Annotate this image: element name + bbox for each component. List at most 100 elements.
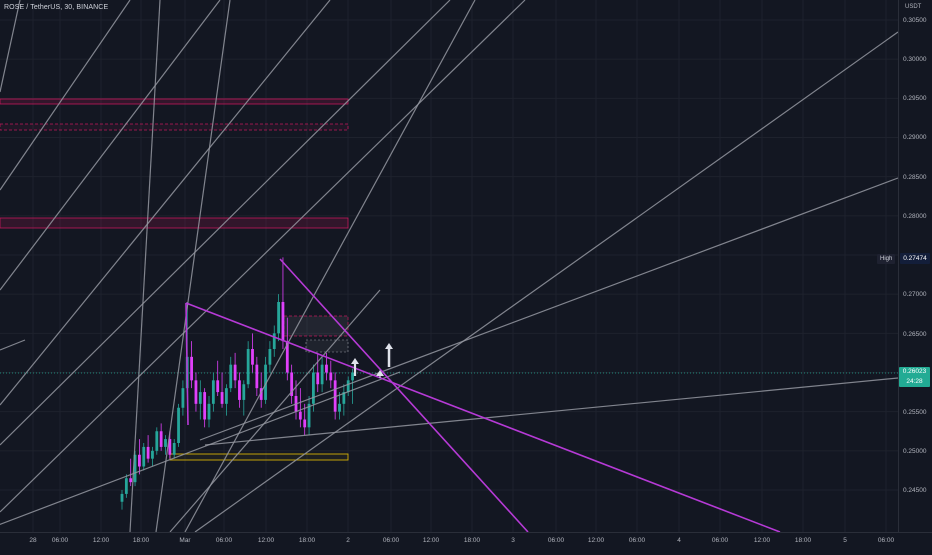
grid-lines xyxy=(0,0,898,532)
candle-down xyxy=(146,446,150,459)
time-label: 18:00 xyxy=(298,537,316,544)
time-label: 12:00 xyxy=(587,537,605,544)
time-label: 4 xyxy=(677,537,681,544)
trendline-gray xyxy=(0,339,26,351)
candle-down xyxy=(129,478,133,483)
up-arrow-head xyxy=(385,343,393,349)
time-label: 28 xyxy=(29,537,37,544)
price-label: 0.30500 xyxy=(903,17,927,24)
candle-up xyxy=(164,439,167,447)
candle-down xyxy=(168,439,172,455)
time-label: 06:00 xyxy=(628,537,646,544)
price-label: 0.30000 xyxy=(903,56,927,63)
demand-zone xyxy=(169,453,349,461)
time-label: 06:00 xyxy=(51,537,69,544)
time-label: 06:00 xyxy=(547,537,565,544)
candle-countdown: 24:28 xyxy=(906,378,923,385)
candle-up xyxy=(242,384,246,400)
candle-down xyxy=(194,380,198,404)
candle-up xyxy=(172,443,176,455)
candlestick-series xyxy=(120,257,354,510)
candle-up xyxy=(155,431,159,451)
trendline-purple xyxy=(185,302,189,426)
time-label: Mar xyxy=(179,537,191,544)
trendline-gray xyxy=(199,177,899,441)
price-label: 0.24500 xyxy=(903,487,927,494)
price-label: 0.27000 xyxy=(903,291,927,298)
target-box xyxy=(305,339,349,353)
trendline-gray xyxy=(0,0,526,513)
candle-down xyxy=(159,431,163,447)
time-label: 18:00 xyxy=(794,537,812,544)
currency-label[interactable]: USDT xyxy=(905,4,922,10)
time-label: 06:00 xyxy=(877,537,895,544)
candle-up xyxy=(312,372,315,404)
candle-down xyxy=(303,419,307,428)
current-price-badge: 0.26023 24:28 xyxy=(899,367,930,387)
candle-up xyxy=(320,364,324,385)
high-marker-label: High xyxy=(877,254,896,264)
trendline-gray xyxy=(155,0,231,533)
time-label: 12:00 xyxy=(257,537,275,544)
candle-up xyxy=(268,349,272,365)
trendline-gray xyxy=(0,0,221,291)
candle-down xyxy=(216,380,220,393)
time-label: 06:00 xyxy=(711,537,729,544)
arrow-annotations xyxy=(351,343,393,378)
time-label: 3 xyxy=(511,537,515,544)
candle-up xyxy=(342,392,346,404)
price-label: 0.25000 xyxy=(903,448,927,455)
candle-up xyxy=(211,380,215,404)
trendline-gray xyxy=(0,371,401,526)
trendline-gray xyxy=(0,0,131,191)
candle-up xyxy=(177,407,180,443)
candle-up xyxy=(151,450,154,459)
trendline-purple xyxy=(279,258,529,533)
candle-up xyxy=(351,372,354,381)
candle-down xyxy=(203,392,207,420)
candle-up xyxy=(338,403,341,412)
candle-down xyxy=(251,349,254,365)
symbol-title[interactable]: ROSE / TetherUS, 30, BINANCE xyxy=(4,4,109,11)
candle-down xyxy=(333,380,337,412)
candle-up xyxy=(207,403,211,420)
price-label: 0.28500 xyxy=(903,174,927,181)
candle-up xyxy=(307,403,311,428)
price-label: 0.25500 xyxy=(903,409,927,416)
trendline-gray xyxy=(0,0,331,406)
supply-zone-dashed xyxy=(0,123,349,131)
candle-down xyxy=(259,388,263,400)
trendline-gray xyxy=(129,0,161,533)
candle-up xyxy=(264,364,267,400)
candle-down xyxy=(316,372,320,385)
candle-down xyxy=(329,372,333,381)
candle-up xyxy=(225,388,228,404)
supply-zone xyxy=(0,217,349,229)
candle-up xyxy=(120,493,124,502)
candle-up xyxy=(246,349,250,385)
up-arrow-head xyxy=(376,370,384,376)
trendline-gray xyxy=(184,0,476,533)
time-label: 5 xyxy=(843,537,847,544)
candle-down xyxy=(285,341,289,373)
candle-down xyxy=(238,380,241,400)
trendline-gray xyxy=(204,377,899,446)
candle-up xyxy=(277,302,280,334)
candle-up xyxy=(198,392,202,404)
candle-up xyxy=(229,364,233,389)
candle-down xyxy=(255,364,259,389)
candle-up xyxy=(181,388,185,408)
time-label: 12:00 xyxy=(753,537,771,544)
price-label: 0.29500 xyxy=(903,95,927,102)
candle-up xyxy=(272,333,276,349)
up-arrow-head xyxy=(351,358,359,364)
candle-down xyxy=(281,302,285,342)
candle-down xyxy=(325,364,328,373)
candle-down xyxy=(138,454,141,467)
price-label: 0.28000 xyxy=(903,213,927,220)
time-label: 2 xyxy=(346,537,350,544)
time-label: 12:00 xyxy=(422,537,440,544)
supply-zone xyxy=(0,98,349,105)
